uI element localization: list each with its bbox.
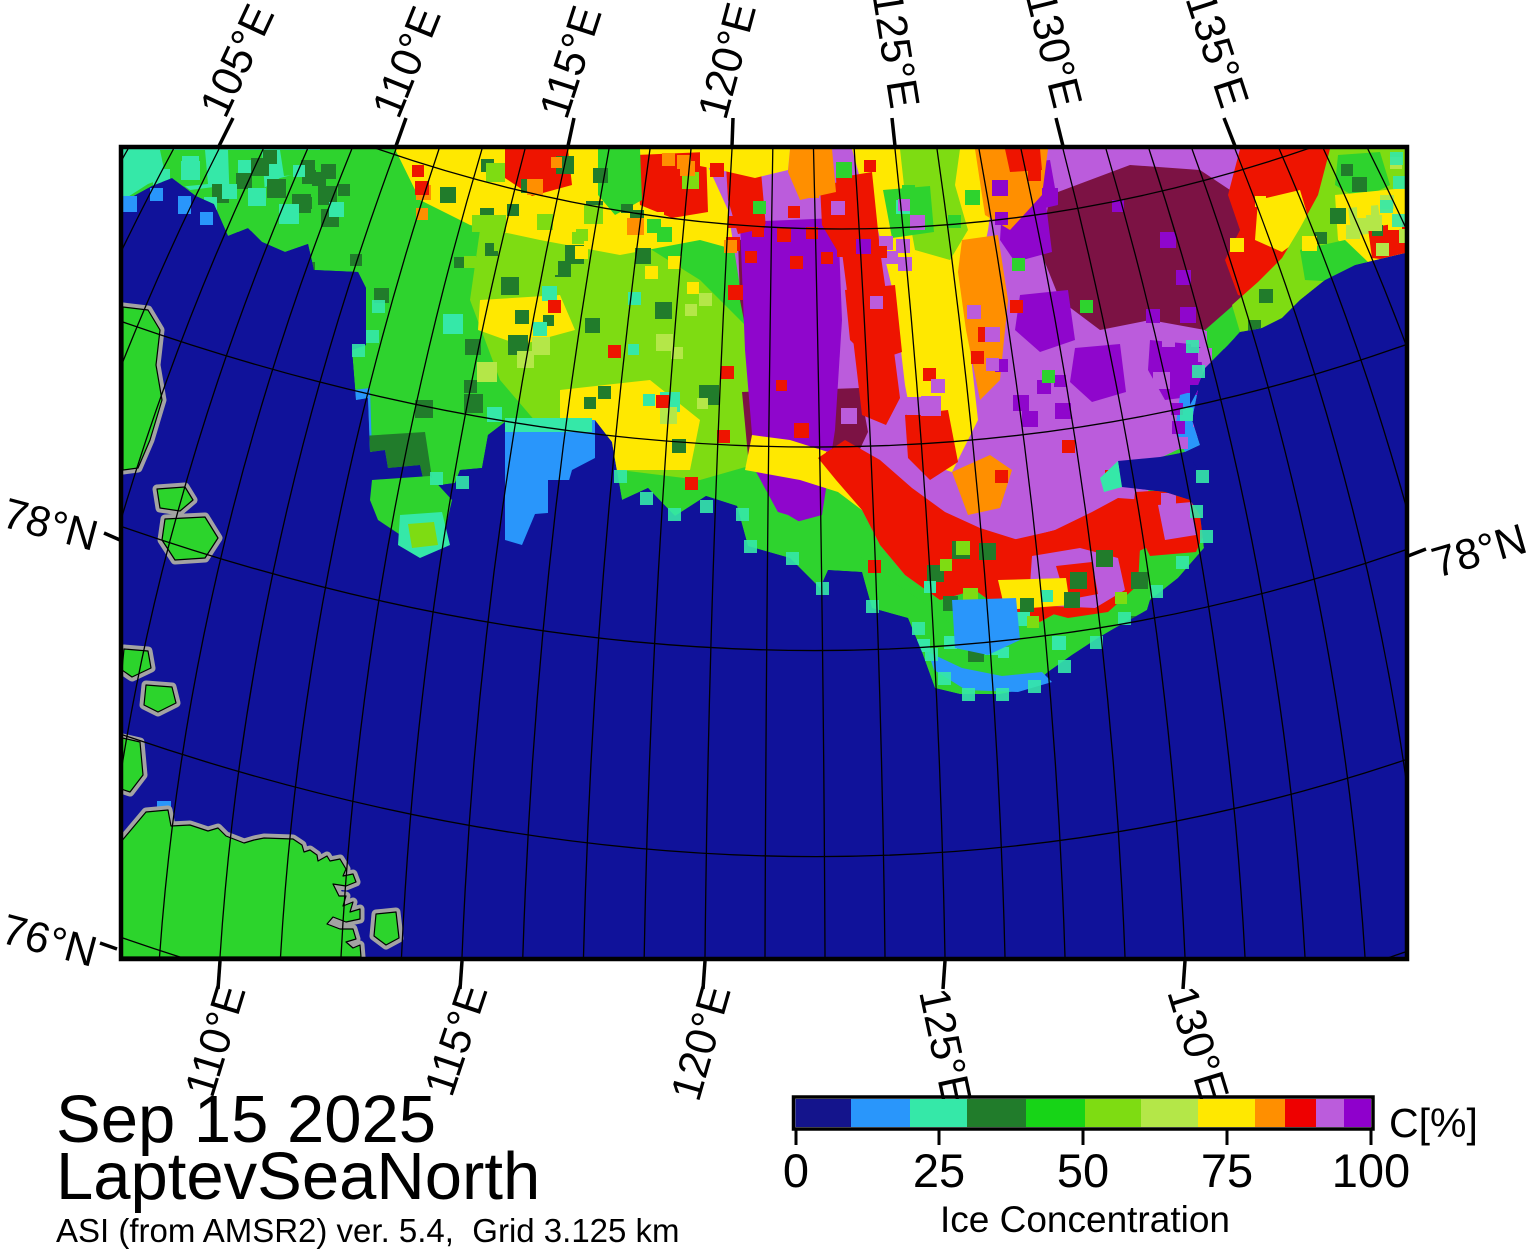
svg-text:Ice Concentration: Ice Concentration: [940, 1199, 1230, 1240]
svg-text:LaptevSeaNorth: LaptevSeaNorth: [56, 1139, 540, 1214]
svg-text:ASI (from AMSR2) ver. 5.4, Gr: ASI (from AMSR2) ver. 5.4, Grid 3.125 km: [56, 1212, 680, 1249]
svg-text:Sep 15 2025: Sep 15 2025: [56, 1082, 436, 1157]
svg-text:25: 25: [913, 1144, 965, 1197]
svg-text:0: 0: [783, 1144, 809, 1197]
svg-text:100: 100: [1332, 1144, 1410, 1197]
svg-text:75: 75: [1201, 1144, 1253, 1197]
svg-text:C[%]: C[%]: [1389, 1100, 1478, 1146]
svg-text:50: 50: [1057, 1144, 1109, 1197]
